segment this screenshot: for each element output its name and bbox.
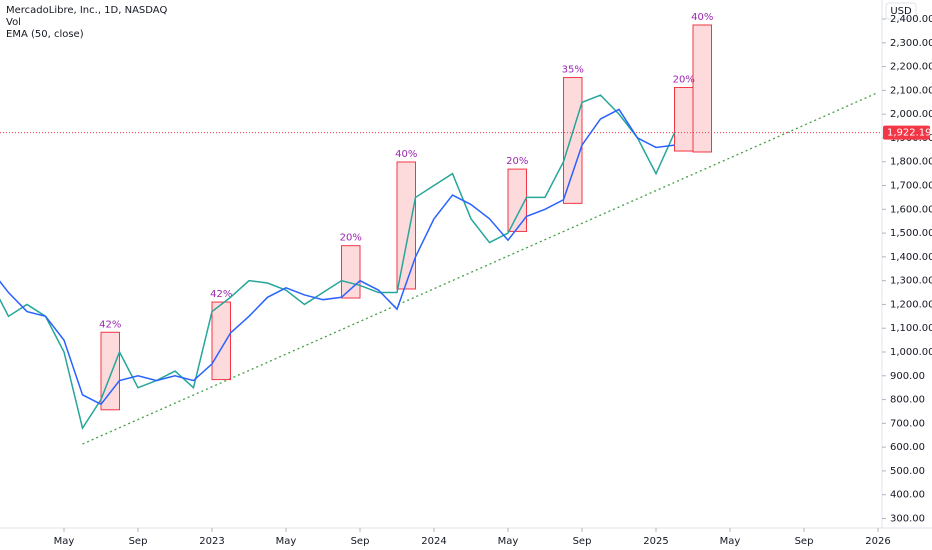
y-tick-label: 1,300.00 — [890, 276, 932, 287]
last-price-label: 1,922.19 — [887, 128, 932, 139]
range-box — [100, 331, 120, 411]
range-box — [396, 161, 416, 290]
x-tick-label: Sep — [795, 536, 814, 547]
legend-vol: Vol — [6, 17, 21, 28]
x-tick-label: 2026 — [865, 536, 890, 547]
range-label: 42% — [210, 289, 232, 300]
y-tick-label: 800.00 — [890, 395, 925, 406]
y-tick-label: 2,000.00 — [890, 109, 932, 120]
range-box — [692, 24, 712, 153]
y-tick-label: 1,000.00 — [890, 347, 932, 358]
y-tick-label: 400.00 — [890, 490, 925, 501]
x-tick-label: May — [498, 536, 519, 547]
range-label: 35% — [562, 65, 584, 76]
y-tick-label: 900.00 — [890, 371, 925, 382]
currency-button[interactable] — [885, 2, 917, 20]
x-tick-label: May — [54, 536, 75, 547]
range-label: 40% — [395, 149, 417, 160]
plot-area: 42% 42% 20% 40% 20% 35% 20% 40% — [0, 12, 882, 445]
y-tick-label: 2,300.00 — [890, 38, 932, 49]
x-tick-label: Sep — [129, 536, 148, 547]
legend-ema: EMA (50, close) — [6, 29, 84, 40]
range-box — [507, 168, 527, 232]
range-box — [674, 87, 694, 152]
y-tick-label: 1,400.00 — [890, 252, 932, 263]
y-tick-label: 500.00 — [890, 466, 925, 477]
y-tick-label: 1,100.00 — [890, 323, 932, 334]
range-box — [211, 301, 231, 381]
range-label: 42% — [99, 319, 121, 330]
range-label: 20% — [340, 233, 362, 244]
x-tick-label: 2025 — [643, 536, 668, 547]
x-tick-label: 2024 — [421, 536, 446, 547]
y-tick-label: 1,800.00 — [890, 157, 932, 168]
y-tick-label: 300.00 — [890, 513, 925, 524]
y-tick-label: 1,600.00 — [890, 204, 932, 215]
y-tick-label: 1,200.00 — [890, 299, 932, 310]
range-box — [563, 77, 583, 204]
y-tick-label: 1,700.00 — [890, 181, 932, 192]
y-tick-label: 2,200.00 — [890, 62, 932, 73]
x-tick-label: Sep — [573, 536, 592, 547]
currency-label[interactable]: USD — [890, 6, 912, 17]
range-box — [341, 245, 361, 299]
x-tick-label: May — [276, 536, 297, 547]
x-tick-label: Sep — [351, 536, 370, 547]
y-tick-label: 2,100.00 — [890, 85, 932, 96]
last-price-tag — [883, 125, 930, 140]
y-tick-label: 700.00 — [890, 418, 925, 429]
range-label: 40% — [691, 12, 713, 23]
y-tick-label: 600.00 — [890, 442, 925, 453]
series-line — [0, 108, 675, 406]
series-line — [0, 94, 676, 430]
y-tick-label: 1,500.00 — [890, 228, 932, 239]
x-tick-label: 2023 — [199, 536, 224, 547]
range-label: 20% — [673, 75, 695, 86]
y-tick-label: 2,400.00 — [890, 14, 932, 25]
chart-title: MercadoLibre, Inc., 1D, NASDAQ — [6, 5, 167, 16]
x-tick-label: May — [720, 536, 741, 547]
range-label: 20% — [506, 156, 528, 167]
